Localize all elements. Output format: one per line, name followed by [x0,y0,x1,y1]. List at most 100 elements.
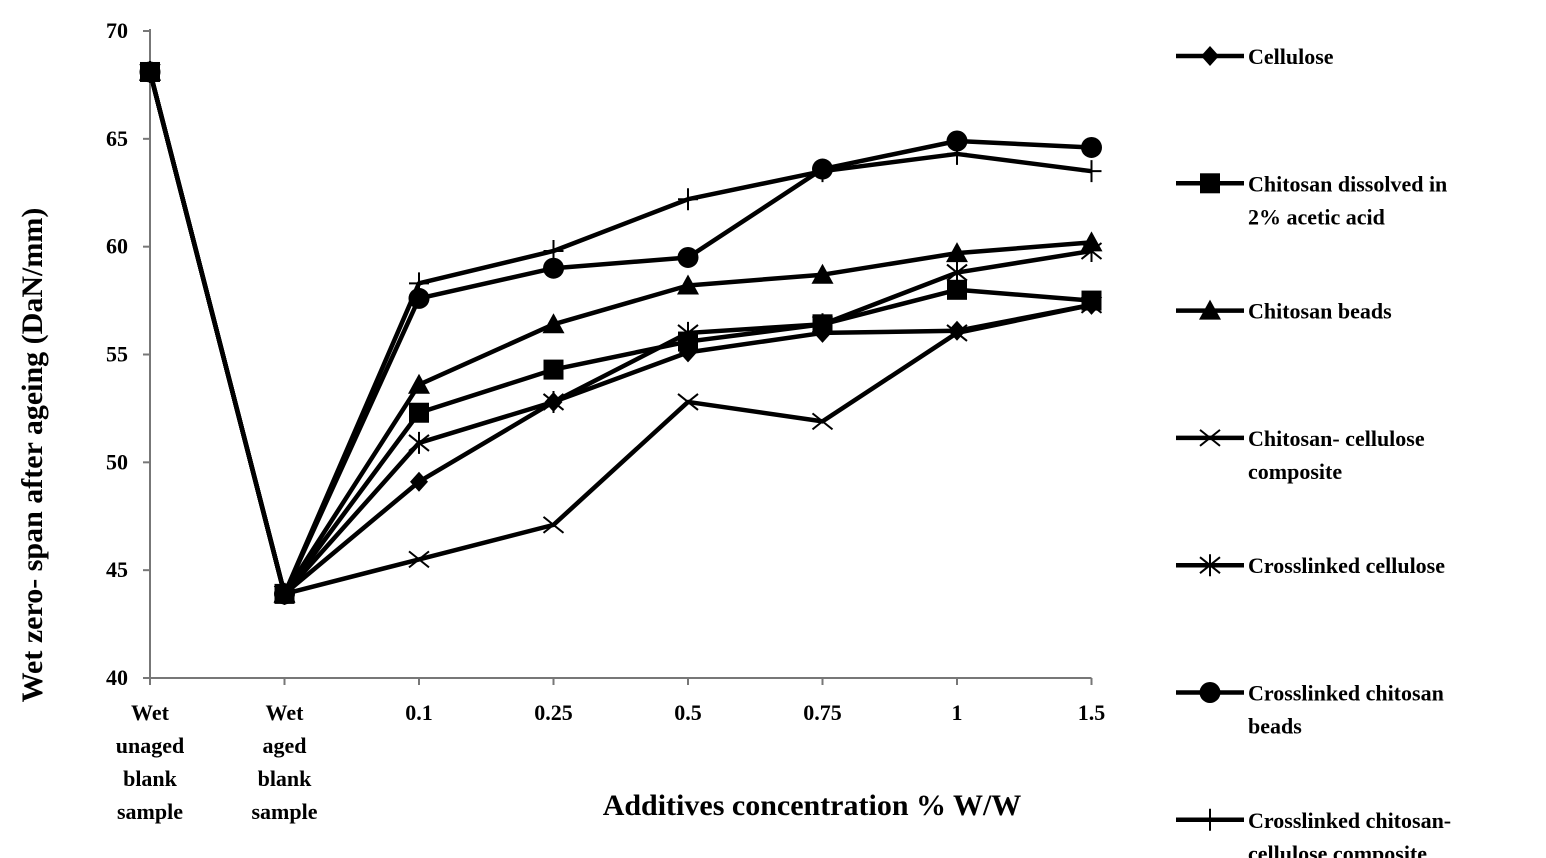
x-tick-label-line: aged [263,733,307,758]
y-tick-label: 45 [106,557,128,582]
x-tick-label-line: Wet [266,700,305,725]
legend-item: Crosslinked chitosan-cellulose composite [1176,808,1451,858]
x-tick-label-line: 0.5 [674,700,702,725]
x-tick-label: 1 [952,700,963,725]
series-line [147,71,1092,597]
series-line [147,71,1092,597]
series-7 [140,60,1102,605]
x-tick-label: Wet aged blank sample [252,700,318,824]
axes: 40 45 50 55 60 65 70 Wet unaged blank sample Wet age… [106,18,1105,824]
legend-label: Chitosan beads [1248,299,1392,324]
y-tick-label: 50 [106,449,128,474]
triangle-marker [946,242,968,263]
legend-label: Crosslinked chitosan-cellulose composite [1248,808,1451,858]
x-tick-label-line: 0.75 [803,700,842,725]
x-tick-label: 0.5 [674,700,702,725]
legend-label-line: cellulose composite [1248,841,1427,858]
plus-marker [947,142,967,165]
x-marker [677,393,699,411]
y-axis-title: Wet zero- span after ageing (DaN/mm) [16,208,49,703]
x-tick-label-line: 0.25 [534,700,573,725]
asterisk-marker [542,390,565,413]
series-line [147,71,1092,597]
triangle-marker [811,263,834,284]
x-tick-label-line: sample [117,799,183,824]
circle-marker [1199,682,1221,703]
plus-marker [1081,160,1102,183]
legend-label: Crosslinked chitosan beads [1248,681,1444,739]
plus-marker [812,160,833,183]
plus-marker [678,188,698,211]
legend-item: Crosslinked cellulose [1176,553,1445,578]
legend-item: Chitosan- cellulose composite [1176,426,1425,484]
triangle-marker [542,313,565,334]
x-tick-label: 0.25 [534,700,573,725]
legend-label-line: Crosslinked cellulose [1248,553,1445,578]
series-layer [139,60,1103,605]
y-tick-label: 65 [106,126,128,151]
x-marker [542,516,565,534]
diamond-marker [1201,46,1219,66]
x-marker [1199,429,1221,447]
x-tick-label-line: blank [258,766,313,791]
triangle-marker [1199,299,1221,320]
legend-item: Chitosan dissolved in 2% acetic acid [1176,171,1447,229]
x-tick-label-line: 1.5 [1078,700,1106,725]
asterisk-marker [677,321,699,344]
legend-label: Chitosan dissolved in 2% acetic acid [1248,171,1447,229]
diamond-marker [410,471,428,492]
x-tick-label-line: sample [252,799,318,824]
asterisk-marker [946,261,968,284]
asterisk-marker [1080,239,1103,262]
x-tick-label-line: unaged [116,733,184,758]
x-marker [946,324,968,342]
y-tick-label: 40 [106,665,128,690]
y-tick-label: 55 [106,342,128,367]
legend-label-line: Crosslinked chitosan [1248,681,1444,706]
plus-marker [1200,808,1220,831]
asterisk-marker [811,313,834,336]
x-tick-label: Wet unaged blank sample [116,700,184,824]
legend-item: Chitosan beads [1176,299,1392,324]
y-tick-label: 60 [106,234,128,259]
legend-item: Cellulose [1176,44,1334,69]
series-line [147,71,1092,597]
legend: Cellulose Chitosan dissolved in 2% acetic … [1176,44,1451,858]
legend-label-line: Chitosan dissolved in [1248,171,1447,196]
x-marker [811,412,834,431]
legend-label-line: Chitosan- cellulose [1248,426,1425,451]
legend-label-line: Cellulose [1248,44,1334,69]
x-marker [408,550,430,569]
asterisk-marker [1199,554,1221,577]
plus-marker [274,582,295,605]
legend-label-line: Chitosan beads [1248,299,1392,324]
plus-marker [543,239,564,262]
plus-marker [140,60,160,83]
square-marker [947,279,967,300]
x-axis-title: Additives concentration % W/W [603,789,1022,822]
circle-marker [946,130,968,152]
legend-item: Crosslinked chitosan beads [1176,681,1444,739]
square-marker [543,359,564,380]
triangle-marker [677,274,699,295]
legend-label: Chitosan- cellulose composite [1248,426,1425,484]
x-tick-label-line: Wet [131,700,170,725]
x-tick-label: 0.1 [405,700,433,725]
x-tick-label-line: 0.1 [405,700,433,725]
x-marker [1080,296,1103,314]
square-marker [409,402,429,423]
x-tick-label-line: blank [123,766,178,791]
legend-label: Crosslinked cellulose [1248,553,1445,578]
legend-label-line: composite [1248,459,1342,484]
circle-marker [677,246,699,268]
circle-marker [1081,136,1102,158]
legend-label: Cellulose [1248,44,1334,69]
legend-label-line: beads [1248,714,1302,739]
square-marker [1200,173,1220,194]
series-5 [139,60,1103,605]
plus-marker [409,272,429,295]
x-tick-label: 1.5 [1078,700,1106,725]
y-tick-label: 70 [106,18,128,43]
legend-label-line: 2% acetic acid [1248,204,1385,229]
